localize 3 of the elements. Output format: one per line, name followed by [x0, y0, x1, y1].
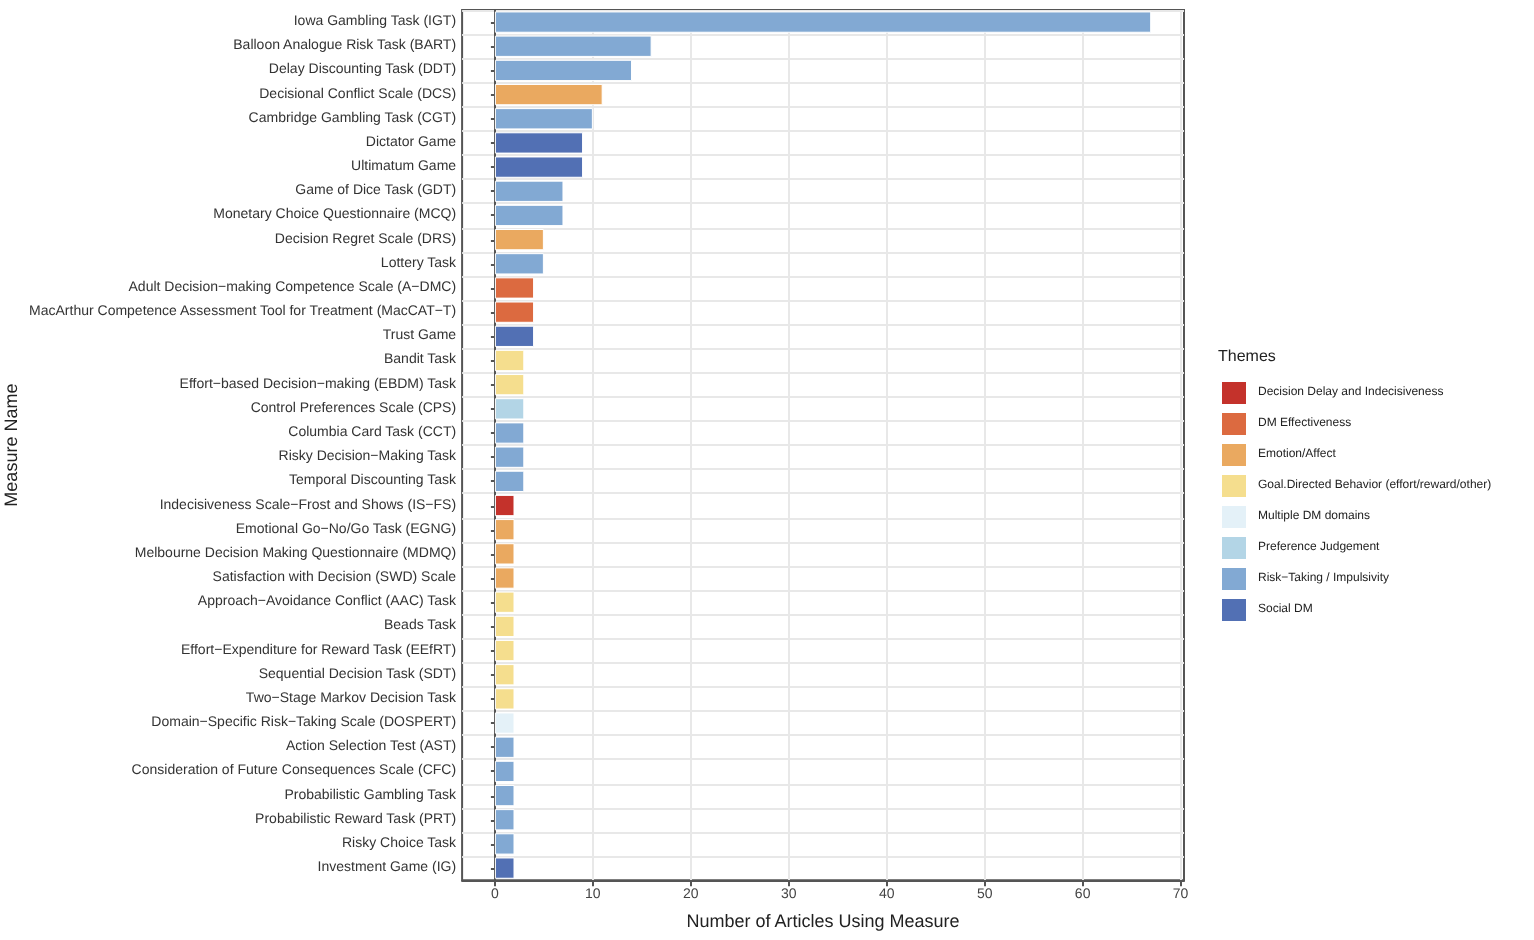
legend-title: Themes	[1218, 347, 1276, 365]
y-axis-title: Measure Name	[1, 383, 21, 507]
x-axis-title: Number of Articles Using Measure	[686, 911, 960, 931]
